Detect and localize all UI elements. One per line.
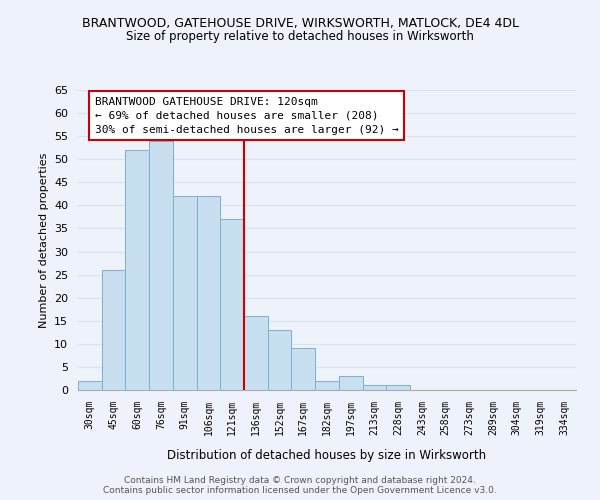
Bar <box>197 196 220 390</box>
Bar <box>220 219 244 390</box>
Bar <box>292 348 315 390</box>
Y-axis label: Number of detached properties: Number of detached properties <box>38 152 49 328</box>
Bar <box>149 141 173 390</box>
Bar <box>268 330 292 390</box>
Bar <box>386 386 410 390</box>
Bar <box>173 196 197 390</box>
Bar <box>78 381 102 390</box>
Bar <box>315 381 339 390</box>
Text: Contains public sector information licensed under the Open Government Licence v3: Contains public sector information licen… <box>103 486 497 495</box>
Bar <box>102 270 125 390</box>
Bar <box>244 316 268 390</box>
Bar <box>362 386 386 390</box>
Text: Size of property relative to detached houses in Wirksworth: Size of property relative to detached ho… <box>126 30 474 43</box>
X-axis label: Distribution of detached houses by size in Wirksworth: Distribution of detached houses by size … <box>167 449 487 462</box>
Bar <box>339 376 362 390</box>
Text: BRANTWOOD GATEHOUSE DRIVE: 120sqm
← 69% of detached houses are smaller (208)
30%: BRANTWOOD GATEHOUSE DRIVE: 120sqm ← 69% … <box>95 97 398 135</box>
Text: Contains HM Land Registry data © Crown copyright and database right 2024.: Contains HM Land Registry data © Crown c… <box>124 476 476 485</box>
Bar <box>125 150 149 390</box>
Text: BRANTWOOD, GATEHOUSE DRIVE, WIRKSWORTH, MATLOCK, DE4 4DL: BRANTWOOD, GATEHOUSE DRIVE, WIRKSWORTH, … <box>82 18 518 30</box>
